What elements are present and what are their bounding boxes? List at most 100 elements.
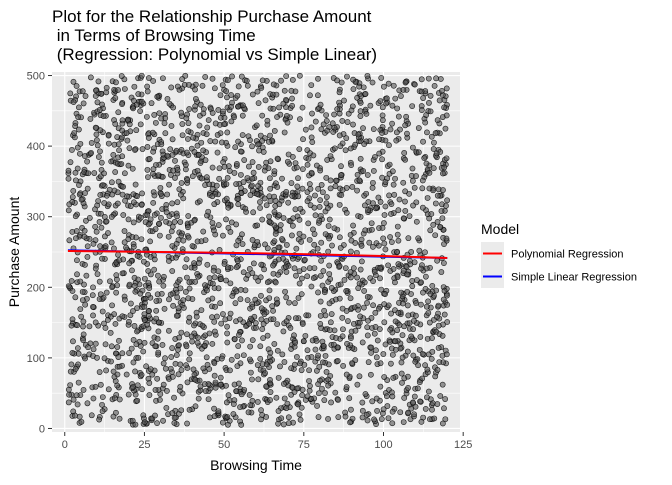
data-point — [155, 328, 162, 335]
data-point — [339, 305, 346, 312]
data-point — [159, 342, 166, 348]
data-point — [389, 420, 396, 427]
data-point — [188, 333, 195, 340]
data-point — [81, 233, 88, 240]
data-point — [230, 401, 237, 407]
data-point — [283, 318, 290, 325]
data-point — [211, 360, 218, 366]
y-axis: 0 100 200 300 400 500 — [27, 71, 52, 435]
data-point — [132, 181, 139, 188]
data-point — [162, 355, 168, 362]
data-point — [439, 215, 446, 222]
data-point — [410, 202, 416, 209]
data-point — [360, 168, 367, 174]
data-point — [350, 76, 357, 83]
data-point — [382, 179, 389, 186]
data-point — [392, 279, 398, 286]
data-point — [305, 220, 312, 227]
data-point — [420, 95, 427, 101]
data-point — [414, 277, 420, 283]
data-point — [239, 231, 245, 238]
data-point — [141, 317, 148, 324]
data-point — [192, 86, 198, 93]
data-point — [65, 175, 72, 182]
data-point — [182, 161, 189, 168]
data-point — [364, 324, 371, 331]
data-point — [164, 96, 171, 102]
data-point — [367, 102, 374, 109]
data-point — [140, 348, 147, 355]
data-point — [427, 227, 434, 234]
data-point — [339, 118, 346, 124]
data-point — [195, 395, 202, 402]
data-point — [185, 136, 191, 142]
data-point — [376, 150, 383, 157]
data-point — [217, 374, 224, 381]
data-point — [266, 175, 273, 182]
data-point — [389, 120, 395, 127]
data-point — [215, 107, 222, 113]
data-point — [296, 72, 303, 79]
data-point — [416, 247, 423, 254]
data-point — [279, 236, 285, 242]
data-point — [309, 139, 316, 146]
data-point — [105, 140, 112, 147]
data-point — [250, 209, 257, 216]
data-point — [283, 188, 290, 195]
data-point — [156, 110, 163, 117]
data-point — [246, 392, 253, 398]
data-point — [156, 278, 163, 285]
data-point — [314, 403, 320, 409]
data-point — [384, 403, 391, 409]
data-point — [281, 380, 287, 387]
data-point — [103, 84, 110, 91]
data-point — [356, 83, 363, 90]
data-point — [209, 314, 215, 321]
data-point — [65, 207, 72, 214]
data-point — [387, 126, 394, 133]
data-point — [153, 298, 160, 304]
data-point — [171, 219, 178, 225]
data-point — [281, 87, 288, 94]
data-point — [308, 124, 315, 131]
data-point — [432, 130, 439, 137]
data-point — [420, 138, 426, 145]
data-point — [134, 397, 141, 404]
data-point — [78, 196, 85, 203]
data-point — [194, 339, 201, 346]
data-point — [95, 154, 102, 160]
data-point — [99, 308, 106, 315]
data-point — [356, 319, 363, 326]
data-point — [335, 397, 341, 403]
data-point — [319, 282, 326, 289]
data-point — [293, 354, 300, 360]
data-point — [354, 381, 361, 388]
data-point — [138, 236, 145, 243]
data-point — [428, 355, 435, 362]
data-point — [138, 201, 145, 208]
data-point — [102, 341, 109, 348]
data-point — [219, 419, 226, 426]
data-point — [147, 238, 154, 245]
data-point — [444, 292, 450, 299]
data-point — [376, 326, 383, 333]
data-point — [186, 285, 193, 292]
data-point — [300, 136, 306, 143]
data-point — [433, 75, 439, 82]
data-point — [126, 145, 133, 152]
data-point — [235, 195, 242, 202]
data-point — [109, 302, 115, 309]
data-point — [260, 335, 266, 342]
data-point — [349, 360, 355, 366]
data-point — [83, 217, 89, 224]
data-point — [425, 75, 432, 82]
data-point — [315, 352, 321, 359]
data-point — [296, 280, 303, 287]
data-point — [178, 407, 185, 414]
data-point — [209, 164, 216, 171]
data-point — [92, 93, 99, 99]
data-point — [116, 415, 123, 422]
data-point — [122, 296, 128, 303]
data-point — [312, 212, 319, 219]
data-point — [382, 341, 389, 348]
